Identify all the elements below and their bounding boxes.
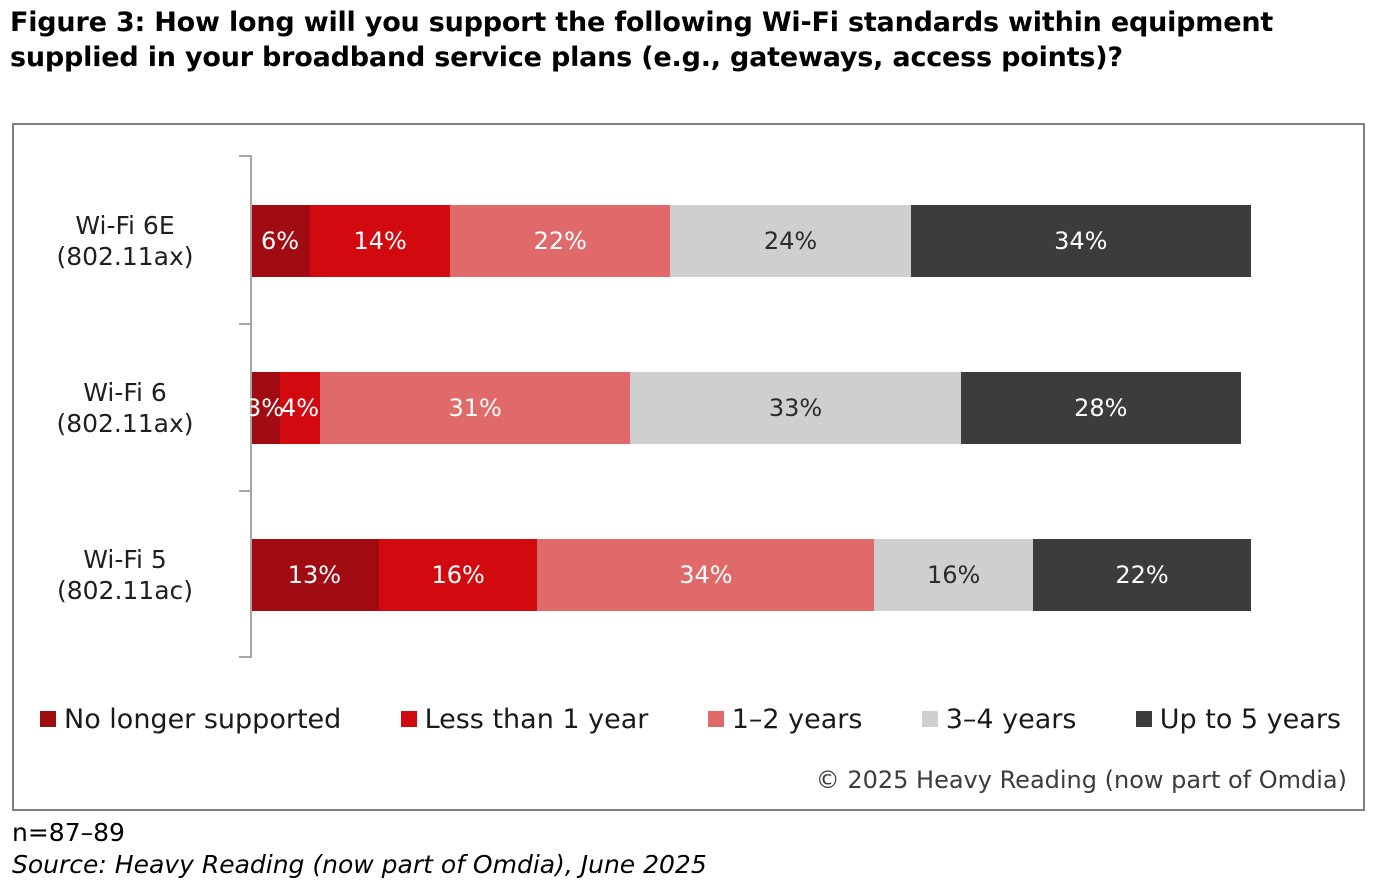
bar-segment: 31%	[320, 371, 631, 444]
legend: No longer supported Less than 1 year 1–2 y…	[40, 697, 1341, 741]
legend-label: Up to 5 years	[1159, 703, 1341, 735]
category-spec: (802.11ax)	[56, 241, 194, 271]
bar-segment: 16%	[874, 538, 1033, 611]
bar-segment: 13%	[250, 538, 379, 611]
segment-value-label: 24%	[763, 226, 818, 255]
axis-tick	[239, 490, 252, 492]
category-label: Wi-Fi 5 (802.11ac)	[14, 544, 250, 606]
copyright-note: © 2025 Heavy Reading (now part of Omdia)	[815, 766, 1347, 794]
axis-tick	[239, 155, 252, 157]
category-label: Wi-Fi 6E (802.11ax)	[14, 210, 250, 272]
source-note: Source: Heavy Reading (now part of Omdia…	[12, 850, 707, 879]
stacked-bar: 6% 14% 22% 24% 34%	[250, 204, 1251, 277]
segment-value-label: 16%	[927, 560, 981, 589]
sample-size-note: n=87–89	[12, 818, 125, 847]
bar-segment: 3%	[246, 371, 284, 444]
legend-label: Less than 1 year	[424, 703, 649, 735]
legend-item: 1–2 years	[707, 703, 863, 735]
bar-segment: 24%	[670, 204, 911, 277]
legend-swatch-icon	[400, 711, 417, 727]
stacked-bar: 3% 4% 31% 33% 28%	[246, 371, 1251, 444]
segment-value-label: 3%	[245, 393, 285, 422]
bar-segment: 33%	[630, 371, 961, 444]
segment-value-label: 31%	[448, 393, 502, 422]
legend-item: No longer supported	[40, 704, 341, 735]
category-spec: (802.11ax)	[56, 408, 194, 438]
legend-item: Less than 1 year	[400, 703, 649, 735]
segment-value-label: 16%	[431, 560, 485, 589]
legend-swatch-icon	[707, 711, 724, 727]
segment-value-label: 14%	[353, 226, 407, 255]
legend-label: 1–2 years	[731, 703, 863, 735]
segment-value-label: 34%	[679, 560, 733, 589]
chart-row: Wi-Fi 5 (802.11ac) 13% 16% 34% 16% 22%	[14, 491, 1252, 658]
legend-swatch-icon	[921, 711, 938, 727]
bar-segment: 4%	[280, 371, 321, 444]
legend-swatch-icon	[40, 711, 56, 727]
chart-row: Wi-Fi 6E (802.11ax) 6% 14% 22% 24% 34%	[14, 157, 1252, 324]
legend-item: Up to 5 years	[1135, 703, 1341, 735]
segment-value-label: 28%	[1074, 393, 1128, 422]
bar-segment: 16%	[378, 538, 538, 611]
bar-segment: 34%	[537, 538, 875, 611]
category-name: Wi-Fi 5	[83, 544, 167, 574]
segment-value-label: 22%	[1115, 560, 1169, 589]
bar-segment: 22%	[1032, 538, 1252, 611]
segment-value-label: 4%	[280, 393, 320, 422]
y-axis-line	[239, 155, 252, 658]
legend-swatch-icon	[1135, 711, 1152, 727]
segment-value-label: 13%	[287, 560, 342, 589]
category-spec: (802.11ac)	[56, 575, 194, 605]
chart-row: Wi-Fi 6 (802.11ax) 3% 4% 31% 33% 28%	[14, 324, 1252, 491]
category-name: Wi-Fi 6	[83, 377, 167, 407]
stacked-bar: 13% 16% 34% 16% 22%	[250, 538, 1252, 611]
legend-label: 3–4 years	[945, 703, 1077, 735]
figure-title: Figure 3: How long will you support the …	[10, 7, 1274, 73]
plot-area: Wi-Fi 6E (802.11ax) 6% 14% 22% 24% 34% Wi-Fi 6(…	[14, 157, 1252, 658]
category-label: Wi-Fi 6 (802.11ax)	[14, 377, 250, 439]
axis-tick	[239, 656, 252, 658]
segment-value-label: 6%	[260, 226, 300, 255]
bar-segment: 14%	[310, 204, 451, 277]
category-name: Wi-Fi 6E	[75, 210, 175, 240]
bar-segment: 28%	[960, 371, 1241, 444]
segment-value-label: 34%	[1054, 226, 1108, 255]
chart-frame: Wi-Fi 6E (802.11ax) 6% 14% 22% 24% 34% Wi-Fi 6(…	[12, 123, 1365, 811]
legend-item: 3–4 years	[921, 703, 1077, 735]
segment-value-label: 22%	[533, 226, 587, 255]
legend-label: No longer supported	[64, 703, 342, 735]
axis-tick	[239, 323, 252, 325]
segment-value-label: 33%	[768, 393, 823, 422]
bar-segment: 34%	[910, 204, 1251, 277]
bar-segment: 22%	[450, 204, 671, 277]
bar-segment: 6%	[250, 204, 311, 277]
